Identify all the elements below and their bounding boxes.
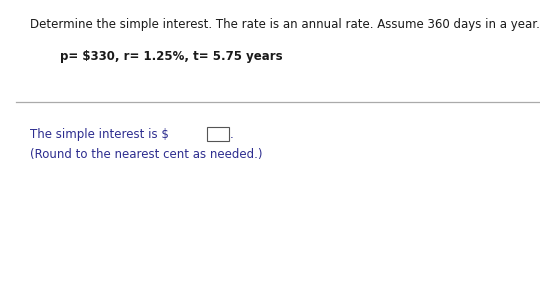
Text: .: . — [230, 128, 234, 141]
Text: (Round to the nearest cent as needed.): (Round to the nearest cent as needed.) — [30, 148, 262, 161]
Text: p= $330, r= 1.25%, t= 5.75 years: p= $330, r= 1.25%, t= 5.75 years — [60, 50, 282, 63]
Bar — [207, 127, 229, 141]
Text: Determine the simple interest. The rate is an annual rate. Assume 360 days in a : Determine the simple interest. The rate … — [30, 18, 540, 31]
Text: The simple interest is $: The simple interest is $ — [30, 128, 169, 141]
